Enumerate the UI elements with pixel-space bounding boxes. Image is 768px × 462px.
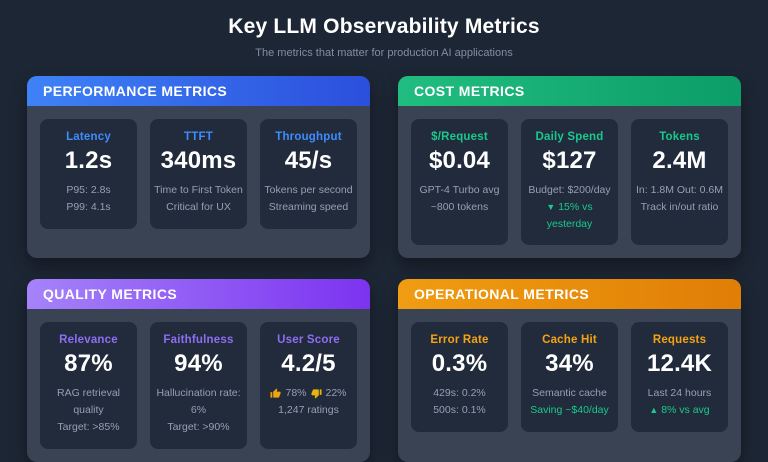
metric-tile-throughput: Throughput 45/s Tokens per second Stream… (260, 119, 357, 229)
card-quality-metrics: QUALITY METRICS Relevance 87% RAG retrie… (27, 279, 370, 462)
metric-value: 4.2/5 (281, 350, 336, 378)
metric-value: 45/s (284, 147, 333, 174)
metric-label: Tokens (659, 131, 700, 143)
trend-up-icon: ▲ (649, 405, 659, 416)
card-operational-metrics: OPERATIONAL METRICS Error Rate 0.3% 429s… (398, 279, 741, 462)
card-performance-title: PERFORMANCE METRICS (43, 83, 228, 99)
metric-subline: In: 1.8M Out: 0.6M (636, 184, 723, 196)
trend-indicator: ▲ 8% vs avg (635, 402, 724, 419)
metric-subline: Target: >90% (167, 420, 230, 433)
card-operational-header: OPERATIONAL METRICS (398, 279, 741, 310)
metric-subline: 500s: 0.1% (433, 404, 486, 417)
metric-value: 87% (64, 350, 113, 378)
metric-subline: 429s: 0.2% (433, 387, 486, 400)
metric-tile-requests: Requests 12.4K Last 24 hours ▲ 8% vs avg (631, 322, 728, 432)
metric-label: $/Request (431, 131, 488, 143)
card-performance-body: Latency 1.2s P95: 2.8s P99: 4.1s TTFT 34… (27, 106, 370, 242)
metric-tile-tokens: Tokens 2.4M In: 1.8M Out: 0.6M Track in/… (631, 119, 728, 246)
thumbs-down-pct: 22% (325, 387, 347, 400)
card-quality-title: QUALITY METRICS (43, 286, 178, 303)
trend-text: 8% vs avg (661, 404, 710, 417)
metric-subline: Tokens per second (264, 184, 353, 196)
page-subtitle: The metrics that matter for production A… (255, 47, 513, 59)
metric-label: Error Rate (430, 334, 489, 347)
metric-value: 340ms (160, 147, 237, 174)
metric-value: 2.4M (652, 147, 707, 174)
thumbs-ratings-row: 78% 22% (264, 385, 353, 402)
thumbs-up-icon (270, 388, 282, 398)
metric-label: Relevance (59, 334, 118, 347)
metric-subline: Streaming speed (268, 200, 349, 213)
metric-subline: P95: 2.8s (66, 184, 111, 196)
metric-label: Throughput (275, 131, 342, 143)
trend-text: 15% vs yesterday (546, 200, 593, 230)
metric-label: Requests (652, 334, 707, 347)
metric-label: Faithfulness (163, 334, 234, 347)
metric-value: 0.3% (431, 350, 488, 378)
metric-label: Cache Hit (542, 334, 597, 347)
metric-label: TTFT (184, 131, 213, 143)
metric-value: $0.04 (428, 147, 491, 174)
metric-subline: RAG retrieval quality (56, 387, 120, 417)
dashboard-page: Key LLM Observability Metrics The metric… (27, 15, 741, 462)
thumbs-down-icon (310, 389, 322, 399)
metric-subline: ~800 tokens (430, 200, 489, 213)
metric-value: 34% (545, 350, 594, 378)
metric-tile-ttft: TTFT 340ms Time to First Token Critical … (150, 119, 247, 229)
metric-subline: Last 24 hours (647, 387, 712, 400)
metric-tile-user-score: User Score 4.2/5 78% 22% 1,247 ratings (260, 322, 357, 449)
card-operational-title: OPERATIONAL METRICS (414, 286, 590, 303)
metric-label: User Score (277, 334, 340, 347)
metric-label: Daily Spend (535, 131, 604, 143)
metric-label: Latency (66, 131, 111, 143)
thumbs-up-pct: 78% (285, 387, 307, 400)
metric-tile-latency: Latency 1.2s P95: 2.8s P99: 4.1s (40, 119, 137, 229)
metric-tile-relevance: Relevance 87% RAG retrieval quality Targ… (40, 322, 137, 449)
metric-value: 12.4K (646, 350, 713, 378)
trend-indicator: ▼ 15% vs yesterday (525, 199, 614, 233)
card-cost-body: $/Request $0.04 GPT-4 Turbo avg ~800 tok… (398, 106, 741, 258)
card-cost-metrics: COST METRICS $/Request $0.04 GPT-4 Turbo… (398, 76, 741, 259)
metric-subline: Critical for UX (166, 200, 231, 213)
metric-subline: Budget: $200/day (528, 184, 611, 196)
card-quality-header: QUALITY METRICS (27, 279, 370, 310)
card-performance-header: PERFORMANCE METRICS (27, 76, 370, 106)
metric-subline: Hallucination rate: 6% (156, 387, 241, 417)
metric-subline: Time to First Token (154, 184, 243, 196)
metric-tile-cache-hit: Cache Hit 34% Semantic cache Saving ~$40… (521, 322, 618, 432)
metric-tile-faithfulness: Faithfulness 94% Hallucination rate: 6% … (150, 322, 247, 449)
metric-subline: 1,247 ratings (278, 404, 339, 417)
metric-tile-error-rate: Error Rate 0.3% 429s: 0.2% 500s: 0.1% (411, 322, 508, 432)
card-cost-header: COST METRICS (398, 76, 741, 106)
card-operational-body: Error Rate 0.3% 429s: 0.2% 500s: 0.1% Ca… (398, 309, 741, 445)
page-title: Key LLM Observability Metrics (228, 15, 540, 38)
metric-value: $127 (542, 147, 597, 174)
metric-tile-daily-spend: Daily Spend $127 Budget: $200/day ▼ 15% … (521, 119, 618, 246)
metric-subline: Track in/out ratio (640, 200, 719, 213)
savings-line: Saving ~$40/day (530, 404, 609, 417)
card-quality-body: Relevance 87% RAG retrieval quality Targ… (27, 309, 370, 461)
metric-subline: Target: >85% (57, 420, 120, 433)
metric-value: 1.2s (64, 147, 113, 174)
metric-subline: P99: 4.1s (66, 200, 111, 213)
metric-subline: Semantic cache (532, 387, 607, 400)
card-cost-title: COST METRICS (414, 83, 525, 99)
trend-down-icon: ▼ (546, 201, 556, 212)
card-performance-metrics: PERFORMANCE METRICS Latency 1.2s P95: 2.… (27, 76, 370, 259)
metric-subline: GPT-4 Turbo avg (419, 184, 500, 196)
metric-tile-cost-per-request: $/Request $0.04 GPT-4 Turbo avg ~800 tok… (411, 119, 508, 246)
metric-value: 94% (174, 350, 223, 378)
